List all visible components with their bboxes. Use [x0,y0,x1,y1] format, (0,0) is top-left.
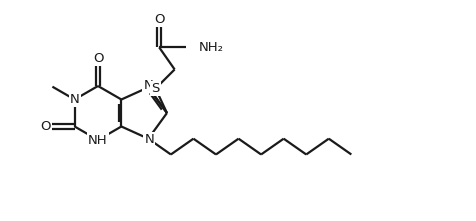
Text: N: N [69,93,79,106]
Text: N: N [143,79,153,92]
Text: O: O [154,13,164,26]
Text: N: N [144,133,154,146]
Text: S: S [151,82,159,95]
Text: O: O [40,120,50,133]
Text: NH₂: NH₂ [199,41,224,54]
Text: NH: NH [88,133,108,147]
Text: O: O [92,52,103,65]
